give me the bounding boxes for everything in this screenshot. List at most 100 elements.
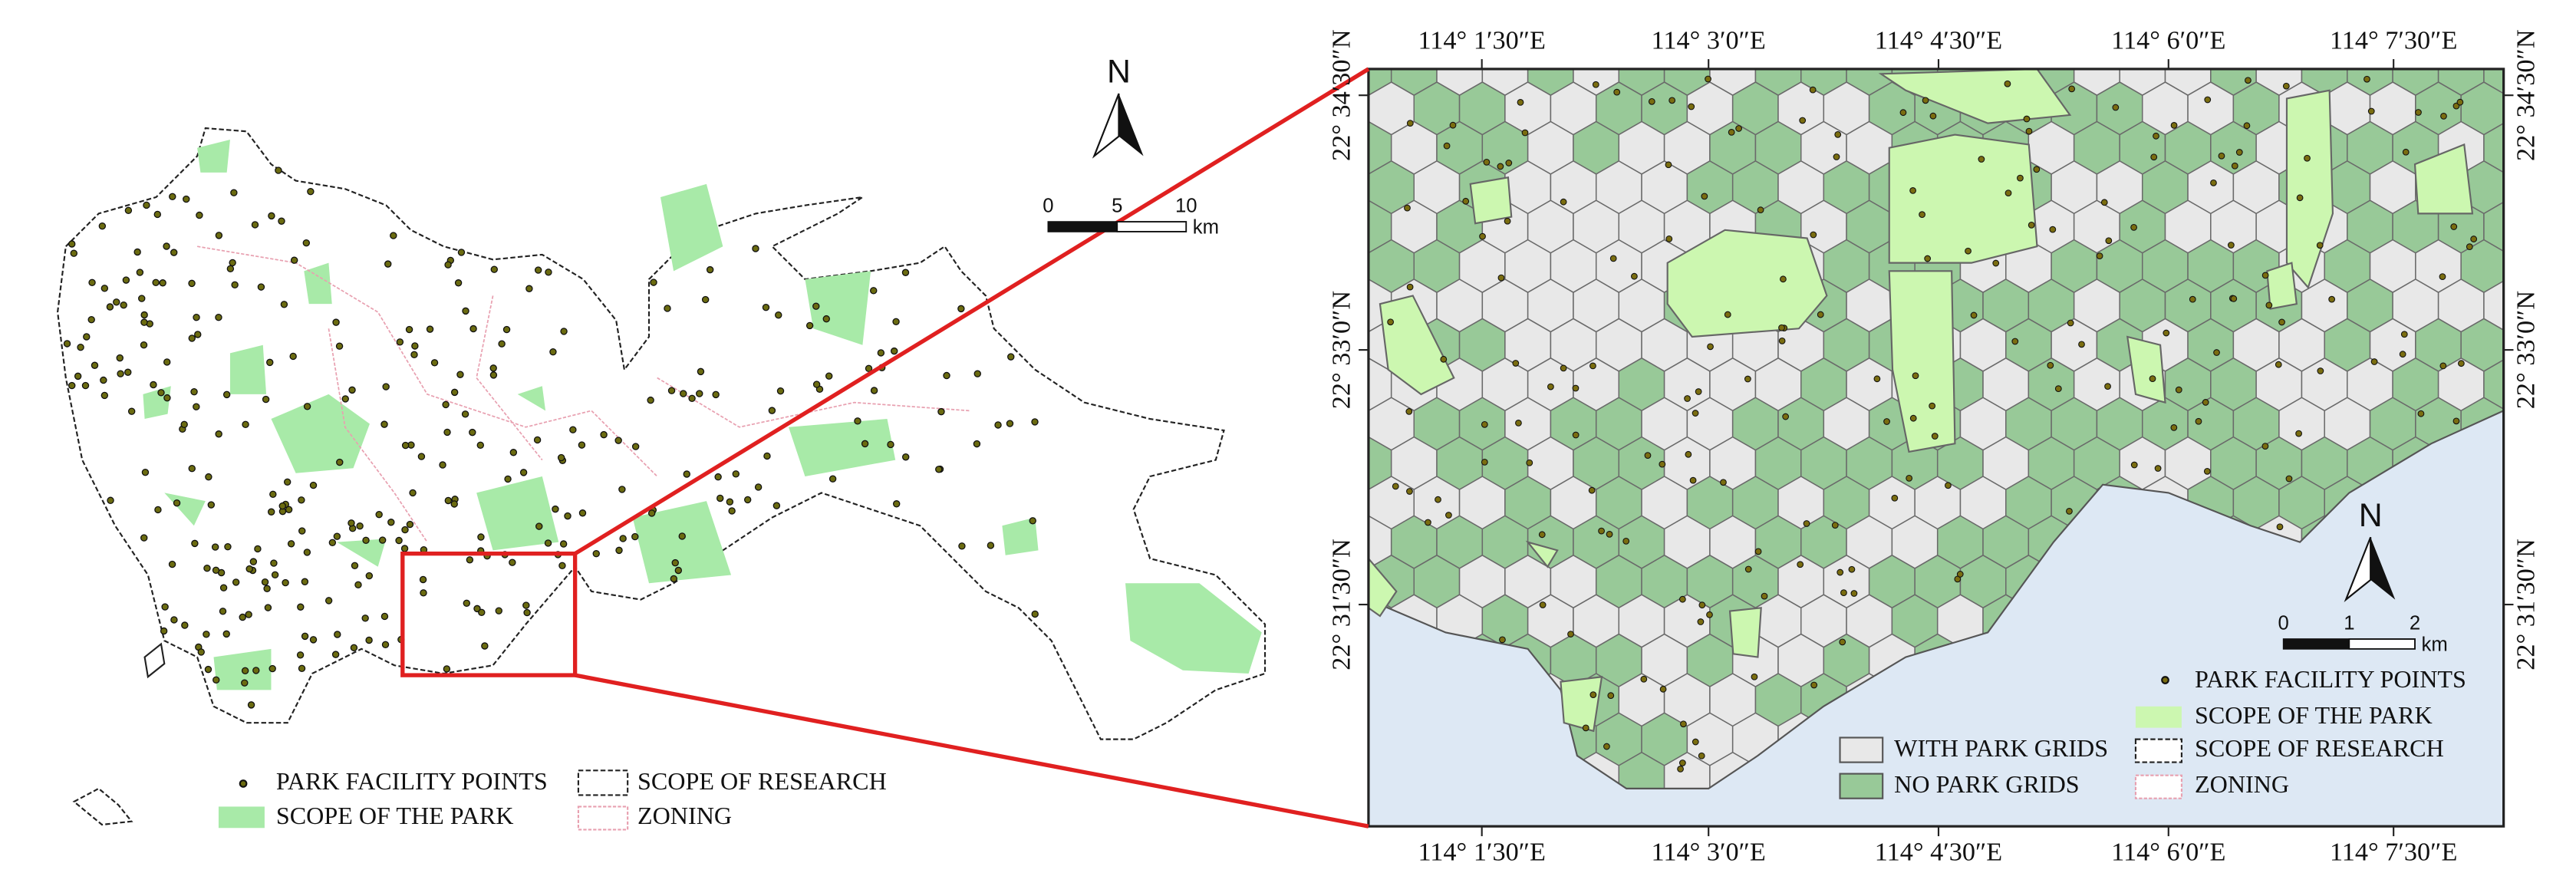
zoning-line — [476, 295, 543, 461]
facility-point — [1512, 360, 1520, 367]
facility-point — [1483, 158, 1491, 166]
facility-point — [615, 546, 623, 555]
facility-point — [466, 556, 474, 564]
legend-label: ZONING — [637, 802, 732, 829]
facility-point — [289, 352, 297, 361]
facility-point — [405, 325, 413, 334]
facility-point — [335, 342, 344, 350]
facility-point — [1778, 324, 1785, 331]
facility-point — [222, 390, 231, 399]
with-park-grid — [2506, 792, 2551, 845]
facility-point — [411, 342, 419, 350]
facility-point — [285, 506, 293, 513]
facility-point — [1392, 483, 1399, 490]
facility-point — [252, 667, 260, 674]
facility-point — [170, 616, 178, 624]
facility-point — [387, 519, 395, 526]
scale-bar — [1048, 222, 1118, 232]
facility-point — [380, 420, 388, 428]
facility-point — [106, 303, 114, 311]
facility-point — [525, 285, 533, 292]
facility-point — [2285, 475, 2293, 483]
park-area — [197, 140, 230, 173]
facility-point — [545, 269, 552, 276]
facility-point — [696, 390, 703, 397]
facility-point — [688, 394, 696, 402]
no-park-grid — [1300, 753, 1346, 806]
facility-point — [1425, 519, 1431, 526]
facility-point — [215, 232, 223, 239]
facility-point — [1387, 318, 1395, 326]
facility-point — [892, 318, 900, 325]
facility-point — [350, 644, 358, 652]
facility-point — [509, 449, 518, 456]
facility-point — [2328, 295, 2336, 303]
facility-point — [2402, 148, 2410, 156]
facility-point — [2470, 236, 2478, 242]
facility-point — [365, 572, 374, 580]
facility-point — [400, 545, 409, 552]
facility-point — [2023, 115, 2031, 123]
facility-point — [261, 578, 269, 586]
facility-point — [241, 679, 249, 687]
facility-point — [356, 522, 364, 530]
facility-point — [957, 305, 965, 313]
facility-point — [1526, 459, 1533, 466]
facility-point — [890, 347, 898, 355]
facility-point — [212, 676, 220, 684]
facility-point — [1665, 235, 1673, 242]
facility-point — [805, 321, 814, 330]
facility-point — [578, 441, 586, 449]
scale-unit: km — [2422, 634, 2448, 655]
facility-point — [87, 316, 95, 324]
facility-point — [303, 549, 311, 556]
facility-point — [1449, 121, 1457, 129]
facility-point — [1929, 402, 1936, 410]
facility-point — [943, 371, 950, 380]
facility-point — [2399, 351, 2406, 358]
facility-point — [987, 542, 995, 549]
facility-point — [406, 520, 414, 529]
facility-point — [159, 279, 166, 287]
facility-point — [160, 627, 168, 635]
facility-point — [100, 391, 109, 400]
facility-point — [74, 372, 82, 381]
facility-point — [2317, 367, 2324, 374]
facility-point — [1479, 232, 1486, 240]
facility-point — [215, 430, 222, 438]
facility-point — [489, 364, 497, 372]
facility-point — [1720, 479, 1727, 486]
facility-point — [152, 278, 160, 287]
facility-point — [361, 614, 369, 622]
facility-point — [2457, 360, 2465, 367]
legend-label: ZONING — [2195, 770, 2289, 798]
scale-label: 0 — [2278, 613, 2289, 634]
facility-point — [461, 410, 469, 418]
facility-point — [2278, 318, 2285, 326]
facility-point — [249, 558, 258, 565]
facility-point — [224, 542, 232, 551]
legend-park — [218, 806, 265, 829]
facility-point — [509, 558, 516, 566]
facility-point — [1706, 611, 1713, 618]
with-park-grid — [1300, 200, 1346, 253]
facility-point — [477, 533, 485, 541]
facility-point — [1945, 482, 1952, 489]
facility-point — [1797, 561, 1804, 568]
facility-point — [2466, 243, 2473, 251]
facility-point — [100, 376, 107, 384]
facility-point — [1833, 153, 1840, 160]
facility-point — [535, 522, 543, 530]
facility-point — [1850, 590, 1858, 597]
facility-point — [667, 387, 676, 394]
facility-point — [2210, 179, 2217, 186]
facility-point — [701, 295, 710, 304]
facility-point — [231, 281, 239, 289]
facility-point — [442, 400, 450, 409]
facility-point — [1560, 198, 1567, 206]
facility-point — [557, 453, 565, 462]
legend-point — [239, 779, 248, 788]
facility-point — [456, 371, 464, 378]
facility-point — [262, 395, 270, 404]
